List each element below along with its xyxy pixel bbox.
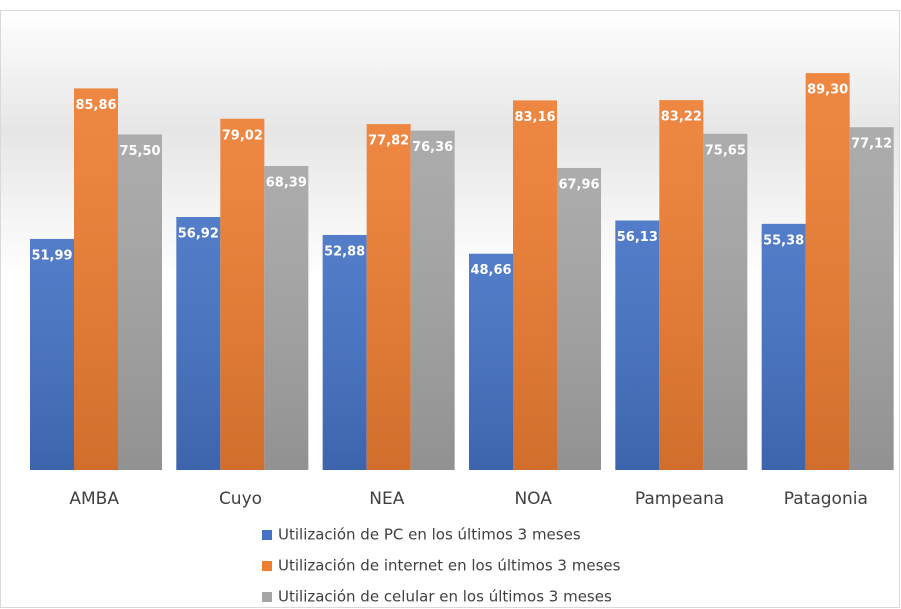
data-label: 77,82	[368, 134, 409, 149]
data-label: 79,02	[222, 128, 263, 143]
legend-label: Utilización de internet en los últimos 3…	[278, 557, 621, 575]
bar-shade	[176, 217, 221, 470]
data-label: 76,36	[412, 140, 453, 155]
x-tick-label: Pampeana	[635, 489, 724, 509]
x-tick-label: AMBA	[69, 489, 119, 509]
bar-shade	[557, 167, 601, 470]
data-label: 75,50	[119, 144, 160, 159]
bar-shade	[805, 73, 850, 470]
bar-shade	[322, 234, 367, 470]
bar-shade	[703, 133, 748, 470]
data-label: 48,66	[470, 263, 511, 278]
x-tick-label: NOA	[514, 489, 552, 509]
data-label: 85,86	[75, 98, 116, 113]
legend-label: Utilización de celular en los últimos 3 …	[278, 588, 612, 606]
data-label: 67,96	[558, 177, 599, 192]
bar-shade	[118, 134, 162, 470]
bar-shade	[615, 220, 660, 470]
bar-shade	[30, 238, 74, 470]
bar-shade	[469, 253, 513, 470]
data-label: 83,16	[514, 110, 555, 125]
bar-shade	[659, 100, 704, 470]
data-label: 52,88	[324, 244, 365, 259]
x-tick-label: Cuyo	[219, 489, 262, 509]
legend-swatch	[262, 530, 272, 540]
bar-shade	[74, 88, 118, 471]
x-tick-label: NEA	[369, 489, 404, 509]
bar-shade	[366, 124, 411, 470]
bar-shade	[410, 130, 455, 470]
data-label: 51,99	[31, 248, 72, 263]
data-label: 75,65	[705, 143, 746, 158]
data-label: 68,39	[266, 176, 307, 191]
bar-shade	[264, 166, 309, 471]
bar-shade	[220, 118, 265, 471]
data-label: 77,12	[851, 137, 892, 152]
legend-label: Utilización de PC en los últimos 3 meses	[278, 526, 581, 544]
bar-shade	[513, 100, 557, 471]
legend-swatch	[262, 592, 272, 602]
x-tick-label: Patagonia	[784, 489, 868, 509]
bar-shade	[761, 223, 806, 470]
data-label: 56,92	[178, 227, 219, 242]
data-label: 83,22	[661, 110, 702, 125]
bar-shade	[849, 127, 894, 470]
data-label: 55,38	[763, 233, 804, 248]
data-label: 89,30	[807, 83, 848, 98]
data-label: 56,13	[617, 230, 658, 245]
legend-swatch	[262, 561, 272, 571]
